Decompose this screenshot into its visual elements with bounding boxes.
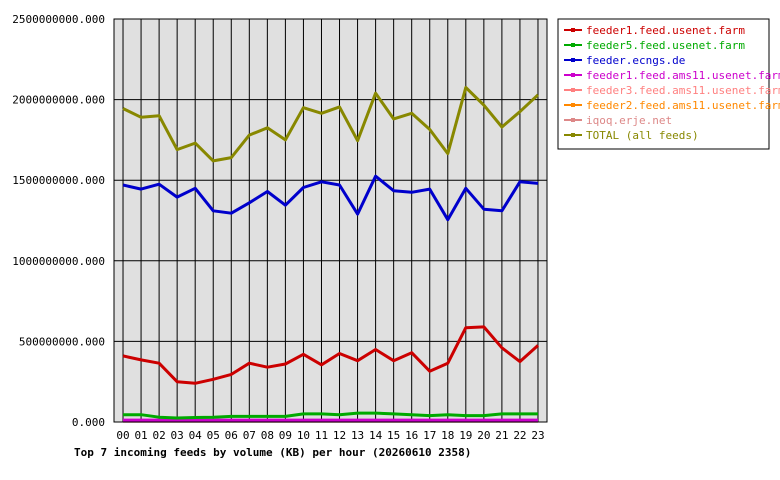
x-tick-label: 14 <box>369 429 383 442</box>
x-tick-label: 17 <box>423 429 436 442</box>
legend-label: feeder1.feed.ams11.usenet.farm <box>586 69 780 82</box>
x-tick-label: 07 <box>243 429 256 442</box>
legend-marker <box>571 133 575 137</box>
x-tick-label: 12 <box>333 429 346 442</box>
x-tick-label: 19 <box>459 429 472 442</box>
legend-box <box>557 18 770 150</box>
legend-marker <box>571 58 575 62</box>
x-tick-label: 21 <box>495 429 508 442</box>
y-tick-label: 500000000.000 <box>19 335 105 348</box>
legend-label: feeder3.feed.ams11.usenet.farm <box>586 84 780 97</box>
x-tick-label: 05 <box>207 429 220 442</box>
series-line <box>122 174 539 222</box>
series-line <box>123 411 538 420</box>
x-tick-label: 01 <box>134 429 147 442</box>
chart-title: Top 7 incoming feeds by volume (KB) per … <box>74 446 471 459</box>
legend-marker <box>571 118 575 122</box>
legend-marker <box>571 28 575 32</box>
legend-label: TOTAL (all feeds) <box>586 129 699 142</box>
legend-marker <box>571 88 575 92</box>
x-tick-label: 08 <box>261 429 274 442</box>
x-tick-label: 13 <box>351 429 364 442</box>
plot-background <box>114 19 547 422</box>
x-tick-label: 11 <box>315 429 328 442</box>
x-tick-label: 04 <box>189 429 203 442</box>
y-tick-label: 1000000000.000 <box>12 255 105 268</box>
plot-border <box>113 18 548 423</box>
y-axis-ticks: 0.000 500000000.000 1000000000.000 15000000… <box>12 13 105 429</box>
series-line <box>122 325 540 385</box>
y-tick-label: 2500000000.000 <box>12 13 105 26</box>
x-tick-label: 06 <box>225 429 238 442</box>
x-axis-ticks: 00 01 02 03 04 05 06 07 08 09 10 11 12 13 14 15 16 17 18 19… <box>116 429 544 442</box>
x-tick-label: 03 <box>171 429 184 442</box>
y-tick-label: 0.000 <box>72 416 105 429</box>
x-tick-label: 02 <box>152 429 165 442</box>
x-tick-label: 15 <box>387 429 400 442</box>
x-tick-label: 22 <box>513 429 526 442</box>
x-tick-label: 09 <box>279 429 292 442</box>
legend-label: feeder2.feed.ams11.usenet.farm <box>586 99 780 112</box>
y-tick-label: 2000000000.000 <box>12 94 105 107</box>
series-line <box>122 86 540 163</box>
legend-label: feeder.ecngs.de <box>586 54 685 67</box>
x-tick-label: 10 <box>297 429 310 442</box>
legend-label: iqoq.erje.net <box>586 114 672 127</box>
legend-marker <box>571 103 575 107</box>
legend-marker <box>571 73 575 77</box>
series-lines <box>122 86 540 423</box>
legend-label: feeder5.feed.usenet.farm <box>586 39 745 52</box>
y-tick-label: 1500000000.000 <box>12 174 105 187</box>
x-tick-label: 16 <box>405 429 418 442</box>
legend: feeder1.feed.usenet.farm feeder5.feed.use… <box>557 18 780 150</box>
x-tick-label: 23 <box>531 429 544 442</box>
x-tick-label: 20 <box>477 429 490 442</box>
x-tick-label: 00 <box>116 429 129 442</box>
x-tick-label: 18 <box>441 429 454 442</box>
legend-marker <box>571 43 575 47</box>
legend-label: feeder1.feed.usenet.farm <box>586 24 745 37</box>
